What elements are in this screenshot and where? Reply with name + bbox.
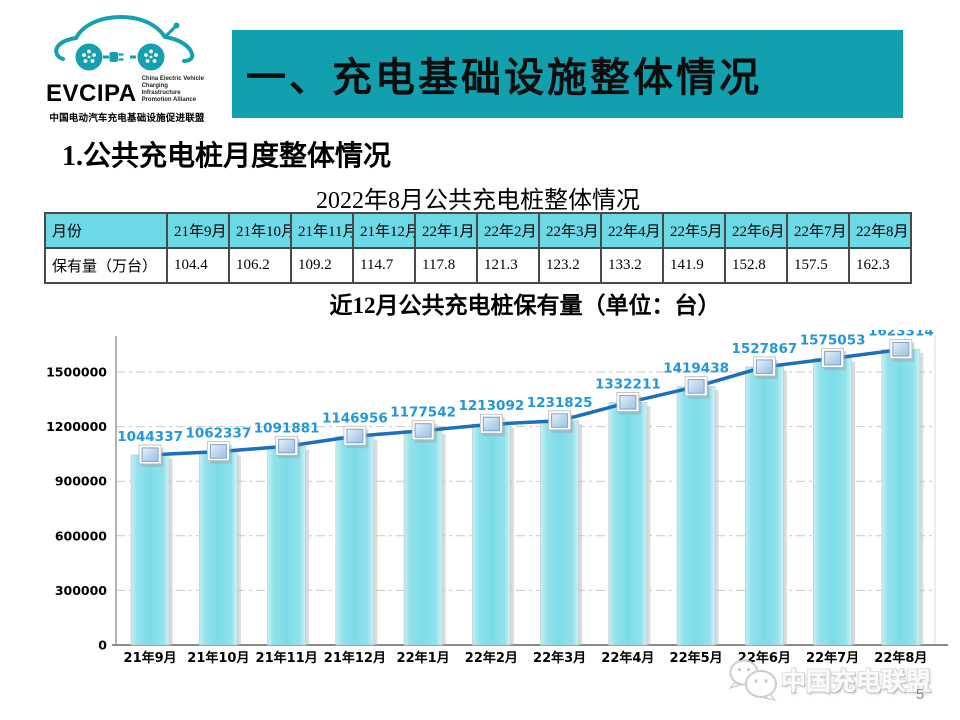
month-header-cell: 22年1月 <box>414 212 478 249</box>
value-cell: 106.2 <box>228 247 292 284</box>
value-cell: 117.8 <box>414 247 478 284</box>
data-label: 1332211 <box>595 377 661 393</box>
section-heading: 1.公共充电桩月度整体情况 <box>62 141 392 172</box>
table-title: 2022年8月公共充电桩整体情况 <box>44 180 912 217</box>
data-label: 1575053 <box>800 332 866 348</box>
y-tick-label: 600000 <box>55 528 107 543</box>
month-header-cell: 21年11月 <box>290 212 354 249</box>
x-tick-label: 22年4月 <box>601 650 654 666</box>
marker <box>278 438 296 454</box>
y-tick-label: 1500000 <box>46 365 107 380</box>
x-tick-label: 22年1月 <box>397 650 450 666</box>
month-header-cell: 月份 <box>44 212 168 249</box>
value-cell: 114.7 <box>352 247 416 284</box>
month-header-cell: 22年7月 <box>786 212 850 249</box>
alliance-watermark: 中国充电联盟 <box>781 669 932 696</box>
x-tick-label: 22年7月 <box>806 650 859 666</box>
logo-tagline: China Electric Vehicle Charging Infrastr… <box>141 76 204 103</box>
x-tick-label: 21年9月 <box>124 650 177 666</box>
slide-banner-title: 一、充电基础设施整体情况 <box>232 30 903 118</box>
holdings-bar-line-chart: 0 300000 600000 900000 1200000 1500000 1044337… <box>46 330 948 666</box>
bar <box>267 445 307 646</box>
value-cell: 保有量（万台） <box>44 247 168 284</box>
month-header-cell: 22年5月 <box>662 212 726 249</box>
data-label: 1091881 <box>254 420 320 436</box>
x-tick-label: 22年8月 <box>874 650 927 666</box>
x-tick-label: 21年12月 <box>324 650 386 666</box>
wechat-icon <box>728 659 777 701</box>
marker <box>755 359 773 374</box>
data-label: 1623314 <box>868 330 934 340</box>
month-header-cell: 22年6月 <box>724 212 788 249</box>
data-label: 1177542 <box>390 405 456 421</box>
logo-chinese-name: 中国电动汽车充电基础设施促进联盟 <box>49 114 205 124</box>
evcipa-logo: EVCIPA China Electric Vehicle Charging I… <box>46 12 208 124</box>
chart-title: 近12月公共充电桩保有量（单位：台） <box>329 293 721 318</box>
month-header-cell: 21年10月 <box>228 212 292 249</box>
bar <box>744 366 784 646</box>
data-label: 1213092 <box>458 398 524 414</box>
bar <box>403 430 443 646</box>
data-label: 1146956 <box>322 410 388 426</box>
x-tick-label: 22年3月 <box>533 650 586 666</box>
month-header-cell: 21年9月 <box>166 212 230 249</box>
marker <box>346 428 364 444</box>
x-tick-label: 21年10月 <box>187 650 249 666</box>
bar <box>676 386 716 646</box>
monthly-holdings-table: 月份 21年9月 21年10月 21年11月 21年12月 22年1月 22年2月 22年3月… <box>44 212 912 284</box>
page-number: 5 <box>915 686 925 703</box>
table-header-row: 月份 21年9月 21年10月 21年11月 21年12月 22年1月 22年2月 22年3月… <box>44 212 912 249</box>
value-cell: 157.5 <box>786 247 850 284</box>
value-cell: 123.2 <box>538 247 602 284</box>
marker <box>687 379 705 394</box>
bar <box>881 349 921 646</box>
marker <box>892 342 910 357</box>
bar <box>198 451 238 646</box>
x-tick-label: 22年5月 <box>670 650 723 666</box>
month-header-cell: 22年2月 <box>476 212 540 249</box>
data-label: 1527867 <box>731 341 797 357</box>
y-tick-label: 300000 <box>55 583 107 598</box>
marker <box>619 395 637 410</box>
value-cell: 141.9 <box>662 247 726 284</box>
month-header-cell: 22年8月 <box>848 212 912 249</box>
y-tick-label: 0 <box>98 638 107 653</box>
marker <box>414 423 432 438</box>
marker <box>551 413 569 428</box>
line-series <box>150 347 902 457</box>
bar <box>130 454 170 646</box>
value-cell: 104.4 <box>166 247 230 284</box>
bar <box>471 423 511 646</box>
marker <box>482 416 500 432</box>
data-label: 1062337 <box>185 426 251 442</box>
data-label: 1419438 <box>663 361 729 377</box>
value-cell: 133.2 <box>600 247 664 284</box>
month-header-cell: 22年3月 <box>538 212 602 249</box>
marker <box>141 447 159 462</box>
bar <box>335 435 375 646</box>
marker <box>209 444 227 459</box>
y-tick-label: 1200000 <box>46 419 107 434</box>
bar <box>540 420 580 646</box>
data-label: 1044337 <box>117 429 183 445</box>
month-header-cell: 22年4月 <box>600 212 664 249</box>
month-header-cell: 21年12月 <box>352 212 416 249</box>
bar <box>813 357 853 646</box>
value-cell: 121.3 <box>476 247 540 284</box>
value-cell: 162.3 <box>848 247 912 284</box>
x-tick-label: 22年2月 <box>465 650 518 666</box>
logo-acronym: EVCIPA <box>46 80 137 107</box>
x-tick-label: 21年11月 <box>256 650 318 666</box>
bar <box>608 402 648 646</box>
value-cell: 109.2 <box>290 247 354 284</box>
table-data-row: 保有量（万台） 104.4 106.2 109.2 114.7 117.8 121.3 123… <box>44 247 912 284</box>
marker <box>824 350 842 366</box>
y-tick-label: 900000 <box>55 474 107 489</box>
ev-car-icon <box>54 14 195 71</box>
value-cell: 152.8 <box>724 247 788 284</box>
data-label: 1231825 <box>527 395 593 411</box>
